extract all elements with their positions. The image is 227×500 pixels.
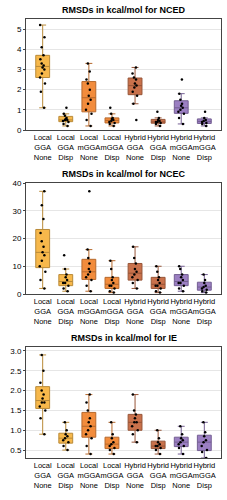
svg-text:1.0: 1.0 [10,426,22,435]
svg-text:2: 2 [17,85,22,94]
svg-text:4: 4 [17,45,22,54]
svg-text:RMSDs in kcal/mol for IE: RMSDs in kcal/mol for IE [71,333,177,343]
svg-text:30: 30 [12,207,21,216]
svg-text:LocalGGADisp: LocalGGADisp [57,461,75,490]
svg-text:3.0: 3.0 [10,347,22,356]
svg-text:HybridmGGANone: HybridmGGANone [170,297,193,326]
svg-text:RMSDs in kcal/mol for NCEC: RMSDs in kcal/mol for NCEC [62,169,186,179]
svg-text:1: 1 [17,106,22,115]
svg-text:HybridmGGANone: HybridmGGANone [170,461,193,490]
svg-text:HybridGGADisp: HybridGGADisp [147,297,169,326]
svg-text:LocalmGGADisp: LocalmGGADisp [100,461,123,490]
svg-text:2.5: 2.5 [10,367,22,376]
svg-text:HybridGGANone: HybridGGANone [124,133,146,162]
svg-text:LocalGGADisp: LocalGGADisp [57,297,75,326]
svg-text:2.0: 2.0 [10,386,22,395]
svg-text:HybridGGANone: HybridGGANone [124,461,146,490]
svg-text:LocalGGADisp: LocalGGADisp [57,133,75,162]
svg-text:HybridGGADisp: HybridGGADisp [147,461,169,490]
svg-text:10: 10 [12,262,21,271]
svg-text:HybridmGGADisp: HybridmGGADisp [193,297,216,326]
svg-text:HybridGGADisp: HybridGGADisp [147,133,169,162]
svg-text:RMSDs in kcal/mol for NCED: RMSDs in kcal/mol for NCED [62,5,186,15]
svg-text:HybridmGGADisp: HybridmGGADisp [193,133,216,162]
svg-text:5: 5 [17,25,22,34]
svg-text:LocalmGGANone: LocalmGGANone [77,133,100,162]
svg-text:20: 20 [12,234,21,243]
svg-text:1.5: 1.5 [10,406,22,415]
svg-text:0: 0 [17,290,22,299]
svg-text:3: 3 [17,65,22,74]
svg-text:LocalmGGANone: LocalmGGANone [77,461,100,490]
svg-text:HybridmGGANone: HybridmGGANone [170,133,193,162]
svg-text:LocalmGGANone: LocalmGGANone [77,297,100,326]
svg-text:LocalGGANone: LocalGGANone [34,297,52,326]
svg-text:40: 40 [12,179,21,188]
svg-text:HybridmGGADisp: HybridmGGADisp [193,461,216,490]
svg-text:LocalGGANone: LocalGGANone [34,133,52,162]
svg-text:0: 0 [17,126,22,135]
svg-text:LocalmGGADisp: LocalmGGADisp [100,297,123,326]
svg-text:HybridGGANone: HybridGGANone [124,297,146,326]
svg-text:0.5: 0.5 [10,446,22,455]
svg-text:LocalmGGADisp: LocalmGGADisp [100,133,123,162]
svg-text:LocalGGANone: LocalGGANone [34,461,52,490]
